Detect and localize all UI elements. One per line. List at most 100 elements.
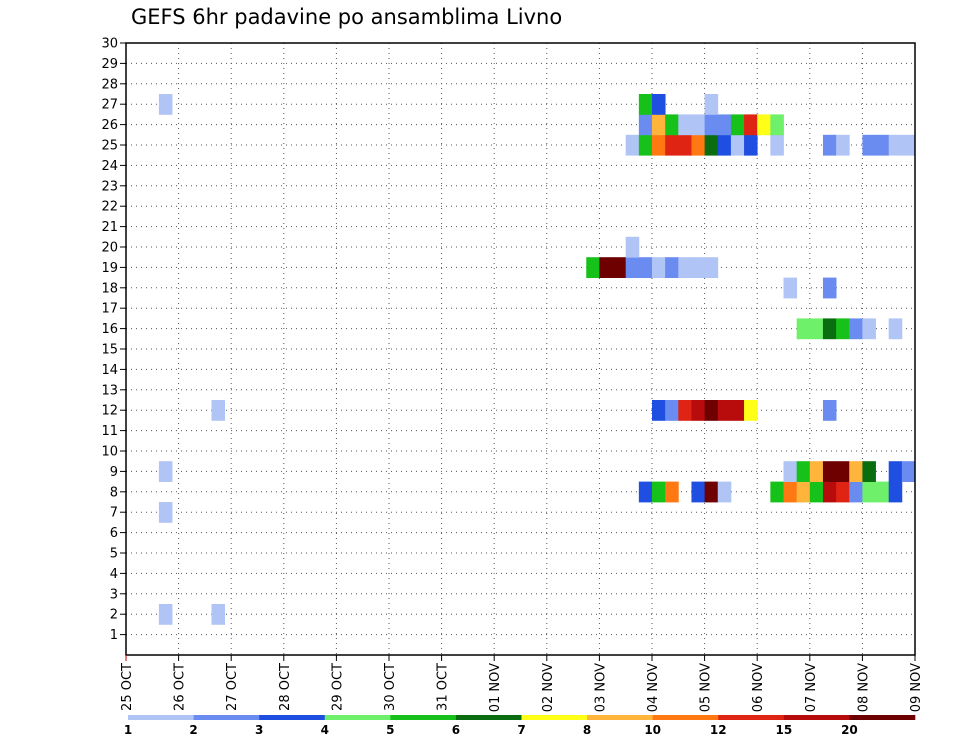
heatmap-cell — [158, 604, 173, 625]
colorbar-label: 8 — [583, 723, 591, 737]
heatmap-cell — [717, 114, 732, 136]
colorbar-label: 20 — [841, 723, 858, 737]
heatmap-cell — [652, 114, 666, 136]
heatmap-cell — [717, 134, 732, 156]
heatmap-cell — [704, 400, 719, 421]
x-tick-label: 09 NOV — [909, 663, 924, 712]
heatmap-cell — [757, 114, 771, 136]
heatmap-cell — [849, 461, 863, 482]
colorbar-label: 12 — [710, 723, 727, 737]
heatmap-cell — [665, 400, 679, 421]
y-tick-label: 25 — [101, 139, 118, 154]
x-tick-label: 31 OCT — [436, 663, 451, 711]
colorbar-segment — [455, 715, 522, 720]
heatmap-cell — [888, 134, 903, 156]
colorbar-label: 2 — [189, 723, 197, 737]
y-tick-label: 23 — [101, 179, 118, 194]
y-tick-label: 19 — [101, 261, 118, 276]
heatmap-cell — [849, 318, 863, 340]
y-tick-label: 7 — [110, 506, 118, 521]
x-tick-label: 30 OCT — [383, 663, 398, 711]
heatmap-cell — [783, 461, 798, 482]
heatmap-cell — [599, 257, 613, 278]
grid-lines — [125, 42, 916, 655]
y-tick-label: 15 — [101, 343, 118, 358]
heatmap-cell — [822, 481, 837, 503]
heatmap-cell — [836, 318, 850, 340]
heatmap-cell — [862, 134, 876, 156]
heatmap-cell — [744, 134, 758, 156]
colorbar-segment — [587, 715, 653, 720]
heatmap-cell — [678, 400, 692, 421]
heatmap-cell — [211, 400, 226, 421]
x-tick-label: 04 NOV — [646, 663, 661, 712]
colorbar-segment — [718, 715, 785, 720]
y-tick-label: 17 — [101, 302, 118, 317]
heatmap-cell — [678, 114, 692, 136]
y-axis: 1234567891011121314151617181920212223242… — [101, 37, 126, 643]
heatmap-cell — [862, 318, 876, 340]
heatmap-cell — [770, 134, 784, 156]
heatmap-cell — [875, 134, 890, 156]
y-tick-label: 21 — [101, 220, 118, 235]
y-tick-label: 12 — [101, 404, 118, 419]
heatmap-cell — [691, 114, 705, 136]
y-tick-label: 11 — [101, 424, 118, 439]
heatmap-cell — [691, 400, 705, 421]
x-tick-label: 02 NOV — [541, 663, 556, 712]
x-tick-label: 28 OCT — [278, 663, 293, 711]
colorbar-label: 10 — [644, 723, 661, 737]
heatmap-cell — [770, 114, 784, 136]
y-tick-label: 16 — [101, 322, 118, 337]
heatmap-cell — [862, 481, 876, 503]
heatmap-cell — [783, 481, 798, 503]
heatmap-cell — [704, 114, 719, 136]
colorbar-label: 3 — [255, 723, 263, 737]
heatmap-cell — [691, 134, 705, 156]
heatmap-cell — [652, 481, 666, 503]
heatmap-cell — [665, 257, 679, 278]
heatmap-cell — [796, 461, 811, 482]
y-tick-label: 24 — [101, 159, 118, 174]
y-tick-label: 6 — [110, 526, 118, 541]
heatmap-cell — [586, 257, 600, 278]
x-tick-label: 05 NOV — [699, 663, 714, 712]
y-tick-label: 8 — [110, 485, 118, 500]
heatmap-cell — [822, 134, 837, 156]
colorbar-segment — [390, 715, 457, 720]
colorbar-segment — [783, 715, 850, 720]
heatmap-cell — [836, 134, 850, 156]
colorbar-segment — [259, 715, 326, 720]
heatmap-cell — [665, 114, 679, 136]
heatmap-cell — [717, 481, 732, 503]
y-tick-label: 10 — [101, 445, 118, 460]
heatmap-cell — [678, 257, 692, 278]
heatmap-cell — [638, 94, 653, 115]
heatmap-cell — [638, 481, 653, 503]
heatmap-cell — [836, 461, 850, 482]
heatmap-cell — [704, 481, 719, 503]
x-tick-label: 27 OCT — [225, 663, 240, 711]
heatmap-cell — [822, 277, 837, 299]
y-tick-label: 28 — [101, 77, 118, 92]
heatmap-cell — [158, 502, 173, 523]
heatmap-cell — [822, 461, 837, 482]
colorbar-label: 7 — [517, 723, 525, 737]
heatmap-cell — [704, 134, 719, 156]
heatmap-cell — [901, 461, 916, 482]
heatmap-cell — [625, 236, 640, 258]
heatmap-cell — [809, 481, 824, 503]
heatmap-cell — [796, 318, 811, 340]
heatmap-cell — [796, 481, 811, 503]
y-tick-label: 13 — [101, 383, 118, 398]
y-tick-label: 1 — [110, 628, 118, 643]
y-tick-label: 3 — [110, 587, 118, 602]
heatmap-cell — [730, 134, 745, 156]
colorbar-label: 6 — [452, 723, 460, 737]
heatmap-cell — [901, 134, 916, 156]
heatmap-cell — [612, 257, 627, 278]
heatmap-cell — [849, 481, 863, 503]
heatmap-cell — [822, 318, 837, 340]
x-axis: 25 OCT 26 OCT 27 OCT 28 OCT 29 OCT 30 OCT 31 O… — [120, 655, 924, 712]
